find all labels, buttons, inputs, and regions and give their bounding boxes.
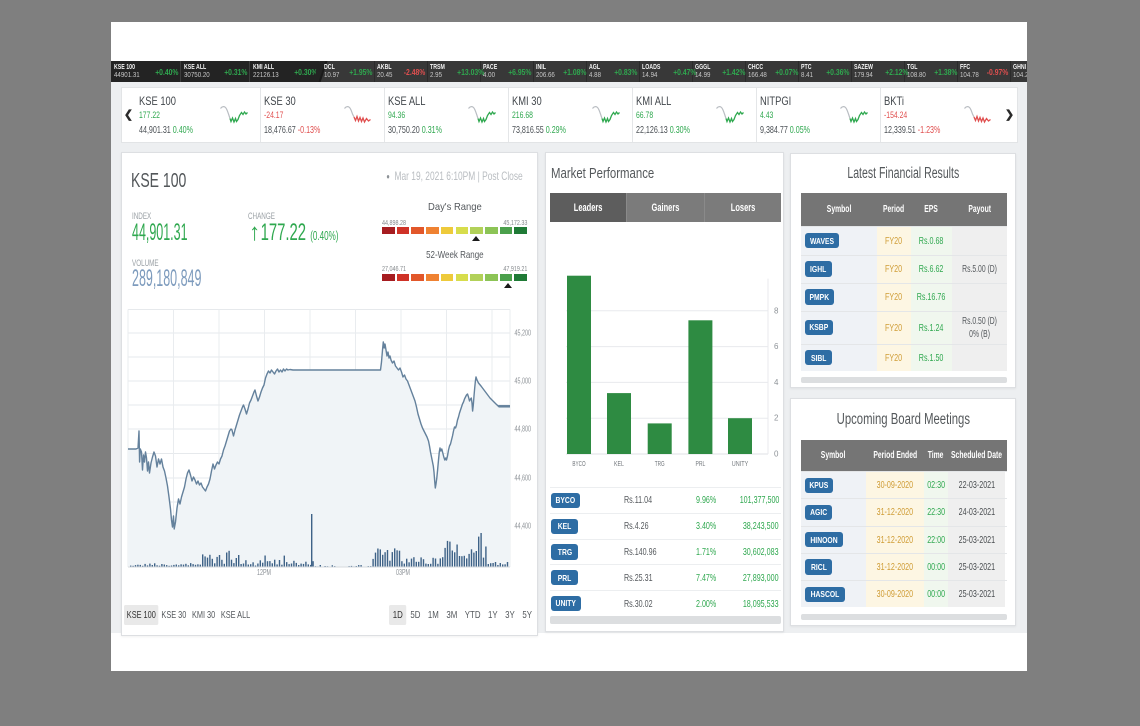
svg-text:44,800: 44,800 [515,425,532,434]
svg-text:12PM: 12PM [257,568,271,577]
svg-text:44,600: 44,600 [515,474,532,483]
svg-text:BYCO: BYCO [572,459,585,468]
svg-text:PRL: PRL [695,459,705,468]
svg-text:UNITY: UNITY [732,459,749,468]
svg-text:8: 8 [774,306,779,315]
svg-text:TRG: TRG [655,459,665,468]
svg-text:4: 4 [774,378,779,387]
svg-text:45,200: 45,200 [515,329,532,338]
svg-text:03PM: 03PM [396,568,410,577]
svg-text:KEL: KEL [614,459,624,468]
svg-text:0: 0 [774,450,779,459]
svg-text:2: 2 [774,414,779,423]
svg-text:6: 6 [774,342,779,351]
svg-text:45,000: 45,000 [515,377,532,386]
svg-text:44,400: 44,400 [515,522,532,531]
